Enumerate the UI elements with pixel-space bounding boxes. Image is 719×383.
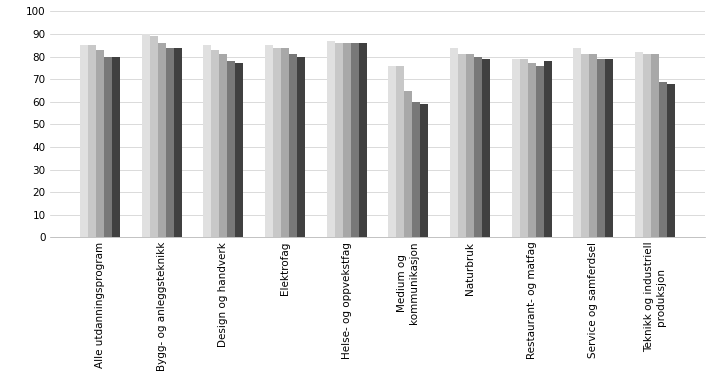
Bar [511,59,520,237]
Bar [326,41,334,237]
Bar [112,57,120,237]
Bar [597,59,605,237]
Bar [211,50,219,237]
Bar [343,43,351,237]
Bar [396,66,404,237]
Bar [273,47,281,237]
Bar [474,57,482,237]
Bar [142,34,150,237]
Bar [334,43,343,237]
Bar [265,45,273,237]
Bar [412,102,421,237]
Bar [589,54,597,237]
Bar [536,66,544,237]
Bar [528,64,536,237]
Bar [219,54,227,237]
Bar [104,57,112,237]
Bar [166,47,174,237]
Bar [96,50,104,237]
Bar [157,43,166,237]
Bar [174,47,182,237]
Bar [203,45,211,237]
Bar [581,54,589,237]
Bar [605,59,613,237]
Bar [643,54,651,237]
Bar [466,54,474,237]
Bar [80,45,88,237]
Bar [482,59,490,237]
Bar [150,36,157,237]
Bar [289,54,297,237]
Bar [281,47,289,237]
Bar [651,54,659,237]
Bar [667,84,675,237]
Bar [635,52,643,237]
Bar [659,82,667,237]
Bar [88,45,96,237]
Bar [458,54,466,237]
Bar [421,104,429,237]
Bar [404,90,412,237]
Bar [351,43,359,237]
Bar [450,47,458,237]
Bar [297,57,305,237]
Bar [227,61,235,237]
Bar [544,61,551,237]
Bar [235,64,244,237]
Bar [573,47,581,237]
Bar [359,43,367,237]
Bar [388,66,396,237]
Bar [520,59,528,237]
